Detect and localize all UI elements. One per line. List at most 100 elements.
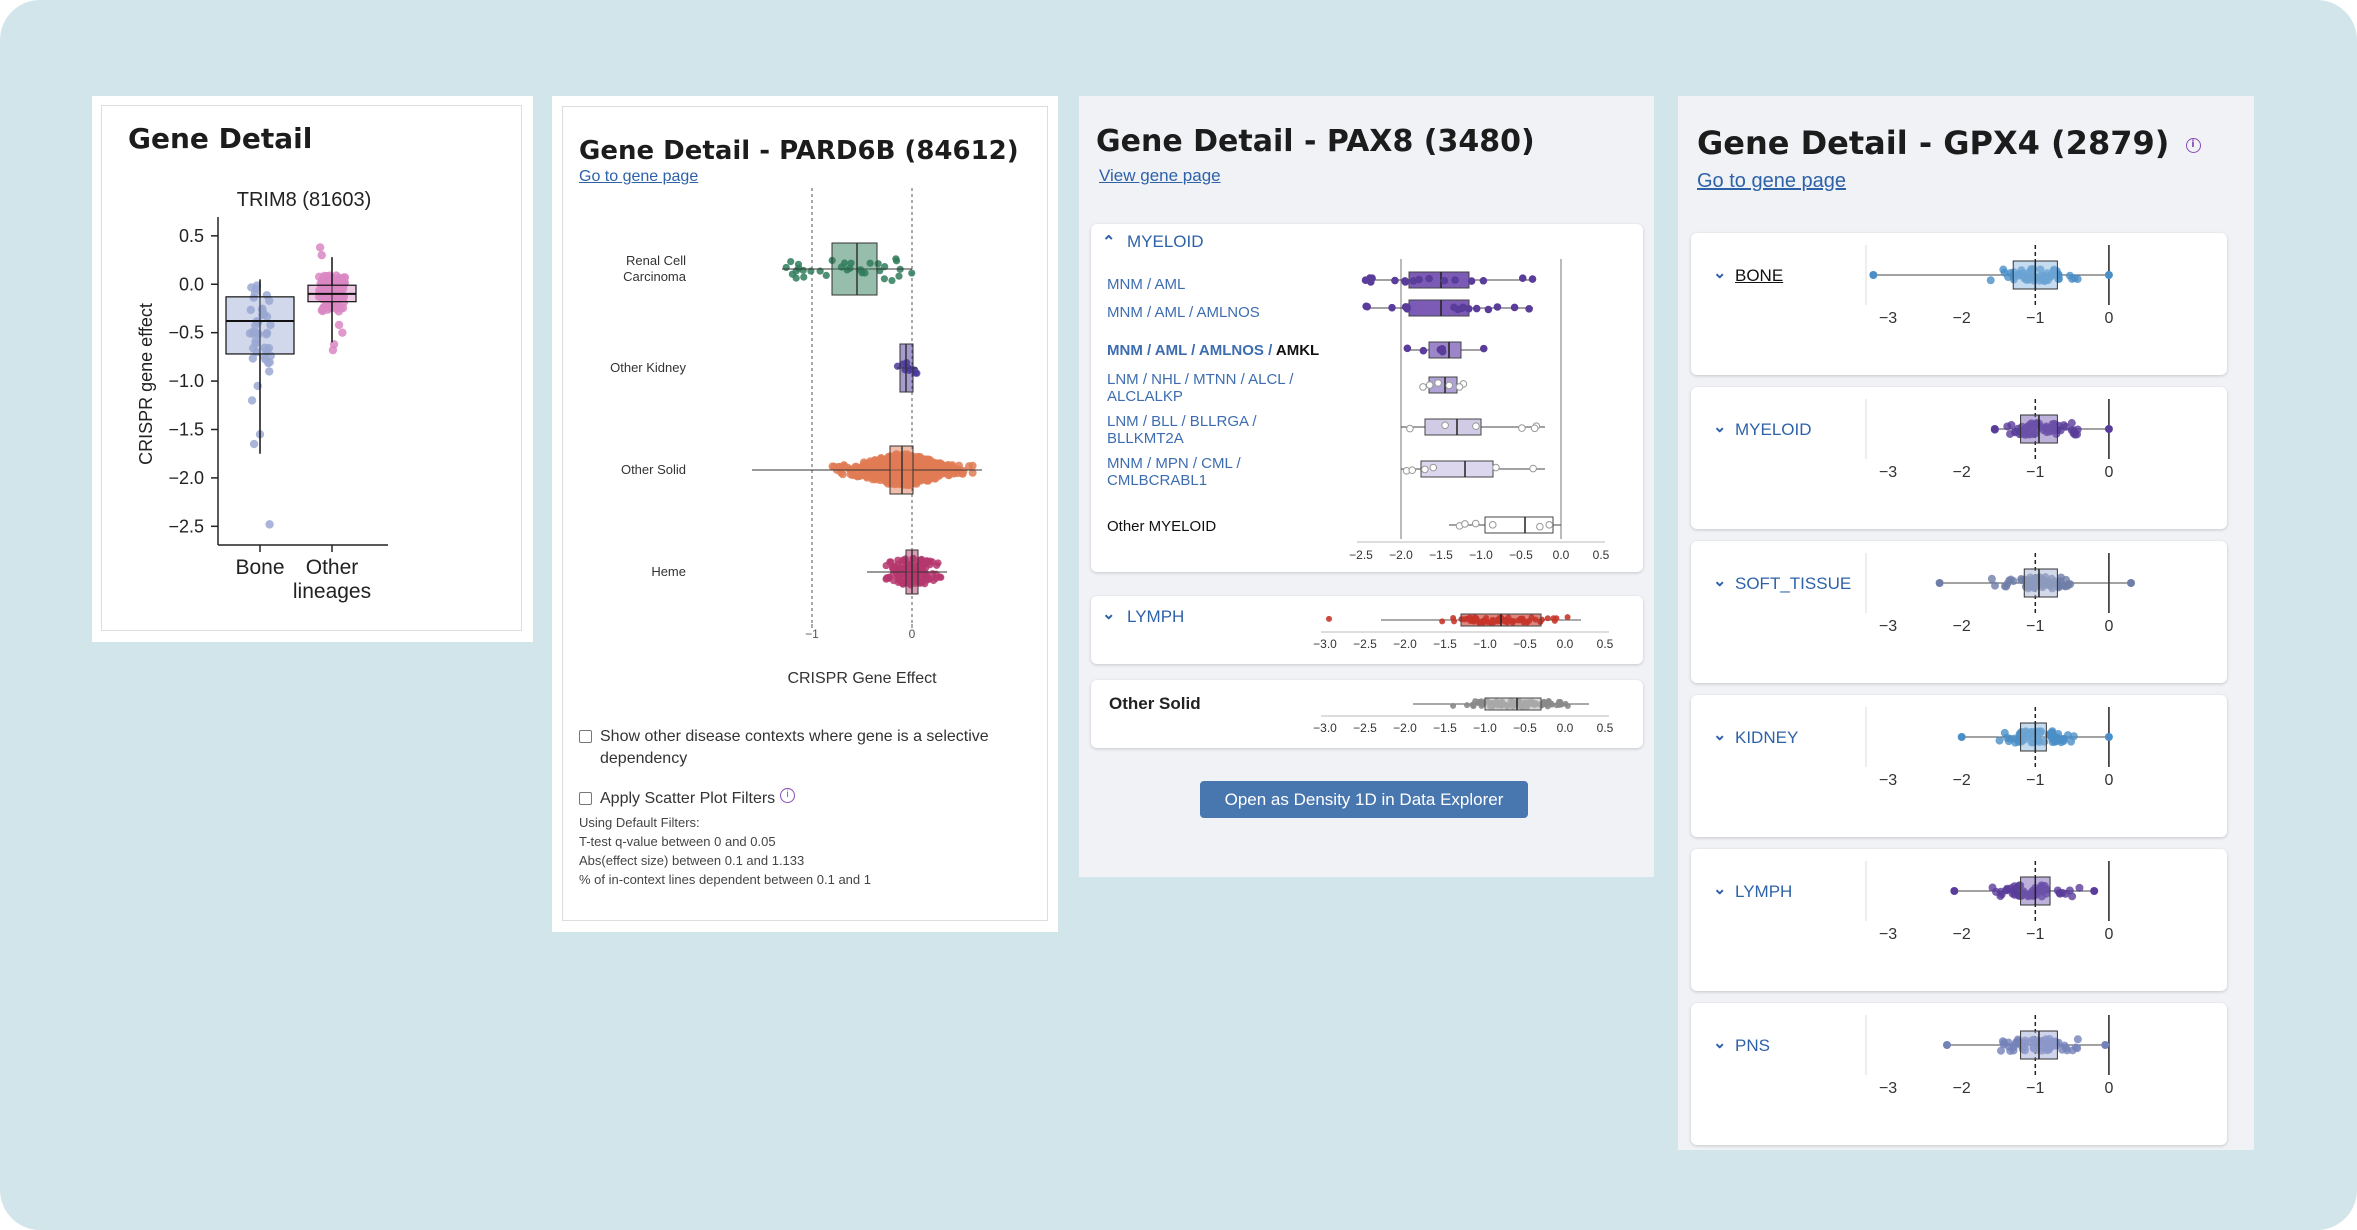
chevron-up-icon[interactable]: ⌃ [1102,234,1116,251]
data-point [881,456,890,465]
chevron-down-icon[interactable]: ⌄ [1713,573,1727,590]
data-point [2005,576,2014,585]
data-point [2007,420,2016,429]
info-icon[interactable]: i [780,788,796,803]
data-point [262,328,272,338]
chevron-down-icon[interactable]: ⌄ [1713,727,1727,744]
myeloid-box-plots: −2.5 −2.0 −1.5 −1.0 −0.5 0.0 0.5 [1349,259,1610,562]
tick-label: −0.5 [168,323,204,343]
lineage-box-plot: −3 −2 −1 0 [1865,399,2113,481]
data-point [326,285,336,295]
tick-label: −2 [1953,1080,1971,1097]
data-point [1421,465,1429,474]
lineage-expander[interactable]: MYELOID [1735,420,1812,439]
data-point [262,312,272,321]
lymph-expander[interactable]: LYMPH [1127,607,1185,626]
data-point [892,257,901,265]
data-point [1996,1046,2005,1055]
data-point [1553,615,1560,622]
data-point [1518,274,1527,283]
data-point [1450,303,1458,312]
box [1424,418,1482,436]
data-point [1950,887,1959,895]
category-label: Bone [235,556,284,579]
data-point [1429,463,1438,472]
data-point [1455,383,1464,391]
chart-title: TRIM8 (81603) [237,189,372,211]
tick-label: −0.5 [1513,721,1537,735]
data-point [1484,305,1493,314]
data-point [1544,615,1551,622]
data-point [1401,278,1410,286]
tick-label: −2 [1953,926,1971,943]
data-point [2017,576,2026,585]
lineage-expander[interactable]: KIDNEY [1735,728,1799,747]
tick-label: −3 [1879,1080,1897,1097]
apply-scatter-filters-label: Apply Scatter Plot Filters [600,790,776,807]
other-myeloid-label: Other MYELOID [1107,518,1217,535]
data-point [326,274,335,284]
view-gene-page-link[interactable]: View gene page [1099,166,1221,185]
info-icon[interactable]: i [2185,137,2201,153]
data-point [968,461,977,470]
lineage-expander[interactable]: SOFT_TISSUE [1735,574,1852,593]
data-point [1518,424,1526,432]
go-to-gene-page-link[interactable]: Go to gene page [1697,170,1847,192]
subtype-mnm-aml-amlnos[interactable]: MNM / AML / AMLNOS [1107,304,1260,321]
tick-label: −3.0 [1313,637,1337,651]
data-point [885,573,893,581]
chevron-down-icon[interactable]: ⌄ [1713,1035,1727,1052]
subtype-bllkmt2a[interactable]: LNM / BLL / BLLRGA / BLLKMT2A [1107,413,1257,447]
lineage-card-soft-tissue: ⌄ SOFT_TISSUE −3 −2 −1 0 [1691,541,2227,683]
tick-label: −0.5 [1509,548,1533,562]
lymph-card: ⌄ LYMPH −3.0 −2.5 −2.0 −1.5 −1.0 −0.5 0.0 0.5 [1091,596,1643,664]
data-point [1434,379,1442,387]
lineage-expander[interactable]: BONE [1735,266,1784,285]
lineage-expander[interactable]: LYMPH [1735,882,1793,901]
subtype-cmlbcrabl1[interactable]: MNM / MPN / CML / CMLBCRABL1 [1107,455,1241,489]
tick-label: −3 [1879,464,1897,481]
myeloid-expander[interactable]: MYELOID [1127,232,1204,251]
data-point [265,367,274,376]
data-point [2068,892,2077,901]
lineage-card-pns: ⌄ PNS −3 −2 −1 0 [1691,1003,2227,1145]
data-point [2061,422,2070,431]
panel-title: Gene Detail - PAX8 (3480) [1096,124,1535,159]
box [831,242,878,296]
data-point [2104,425,2113,433]
data-point [1942,1041,1951,1049]
data-point [1451,276,1459,284]
subtype-amkl[interactable]: MNM / AML / AMLNOS / AMKL [1107,342,1319,359]
data-point [880,275,888,283]
data-point [333,279,342,289]
go-to-gene-page-link[interactable]: Go to gene page [579,168,699,185]
chevron-down-icon[interactable]: ⌄ [1102,606,1116,623]
data-point [1510,303,1519,312]
chevron-down-icon[interactable]: ⌄ [1713,419,1727,436]
data-point [1425,274,1433,283]
subtype-alclalkp[interactable]: LNM / NHL / MTNN / ALCL / ALCLALKP [1107,371,1293,405]
other-solid-card: Other Solid −3.0 −2.5 −2.0 −1.5 −1.0 −0.5 0.0 0… [1091,680,1643,748]
myeloid-card: ⌃ MYELOID MNM / AML MNM / AML / AMLNOS M… [1091,224,1643,572]
data-point [2006,1046,2015,1055]
data-point [1479,276,1488,285]
lineage-expander[interactable]: PNS [1735,1036,1770,1055]
tick-label: −1.0 [1473,637,1497,651]
data-point [928,570,937,578]
chevron-down-icon[interactable]: ⌄ [1713,881,1727,898]
open-density-1d-button[interactable]: Open as Density 1D in Data Explorer [1200,781,1528,818]
panel-title: Gene Detail [128,122,313,155]
data-point [2059,737,2068,746]
data-point [912,479,921,488]
category-label: lineages [293,580,371,603]
tick-label: 0.5 [1593,548,1610,562]
tick-label: 0 [2104,772,2113,789]
subtype-mnm-aml[interactable]: MNM / AML [1107,276,1186,293]
apply-scatter-filters-checkbox[interactable] [579,792,592,805]
chevron-down-icon[interactable]: ⌄ [1713,265,1727,282]
show-other-contexts-checkbox[interactable] [579,730,592,743]
data-point [937,573,945,581]
tick-label: 0.0 [1557,721,1574,735]
panel-pax8: Gene Detail - PAX8 (3480) View gene page… [1079,96,1654,877]
data-point [2055,889,2064,898]
